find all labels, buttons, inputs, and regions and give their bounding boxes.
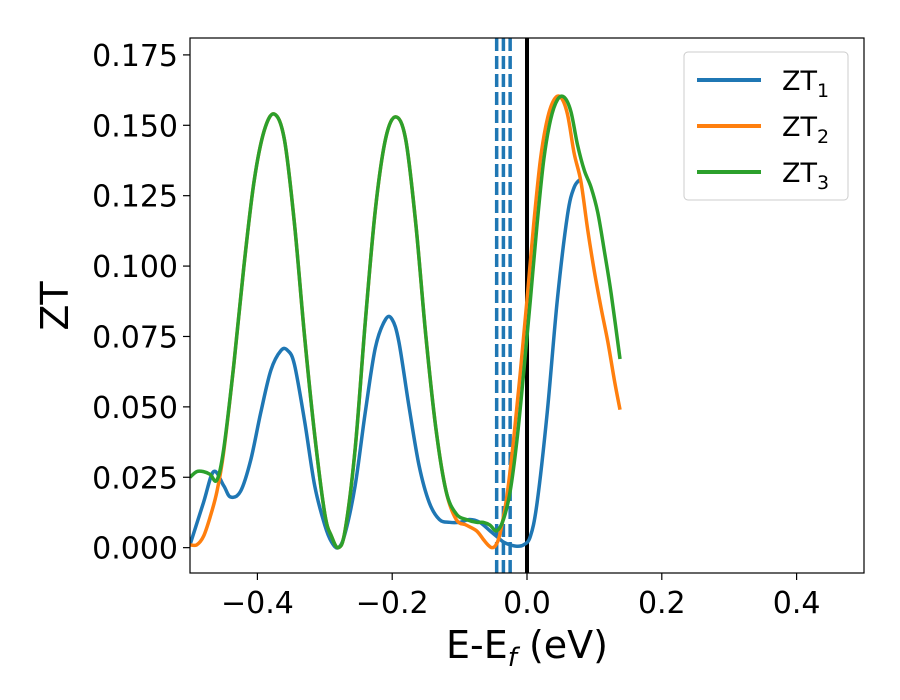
- y-tick-label: 0.000: [92, 532, 178, 567]
- y-tick-label: 0.125: [92, 180, 178, 215]
- series-line-zt3: [190, 94, 622, 550]
- series-lines: [190, 94, 622, 550]
- x-tick-label: 0.4: [773, 586, 821, 621]
- y-axis-title: ZT: [33, 281, 77, 331]
- y-tick-label: 0.025: [92, 461, 178, 496]
- y-tick-label: 0.175: [92, 39, 178, 74]
- x-tick-label: −0.4: [221, 586, 294, 621]
- y-tick-label: 0.100: [92, 250, 178, 285]
- legend-label-zt1: ZT1: [782, 66, 829, 102]
- y-tick-label: 0.150: [92, 109, 178, 144]
- legend: ZT1 ZT2 ZT3: [683, 51, 849, 201]
- y-tick-label: 0.075: [92, 320, 178, 355]
- series-line-zt1: [190, 177, 583, 550]
- legend-label-zt2: ZT2: [782, 112, 829, 148]
- legend-label-zt3: ZT3: [782, 158, 829, 194]
- x-axis-title: E-Ef (eV): [446, 623, 608, 673]
- x-axis: −0.4 −0.2 0.0 0.2 0.4: [221, 573, 820, 621]
- y-tick-label: 0.050: [92, 391, 178, 426]
- legend-box: [683, 51, 849, 201]
- x-tick-label: −0.2: [356, 586, 429, 621]
- y-axis: 0.000 0.025 0.050 0.075 0.100 0.125 0.150 0.175: [92, 39, 190, 567]
- x-tick-label: 0.2: [638, 586, 686, 621]
- x-tick-label: 0.0: [503, 586, 551, 621]
